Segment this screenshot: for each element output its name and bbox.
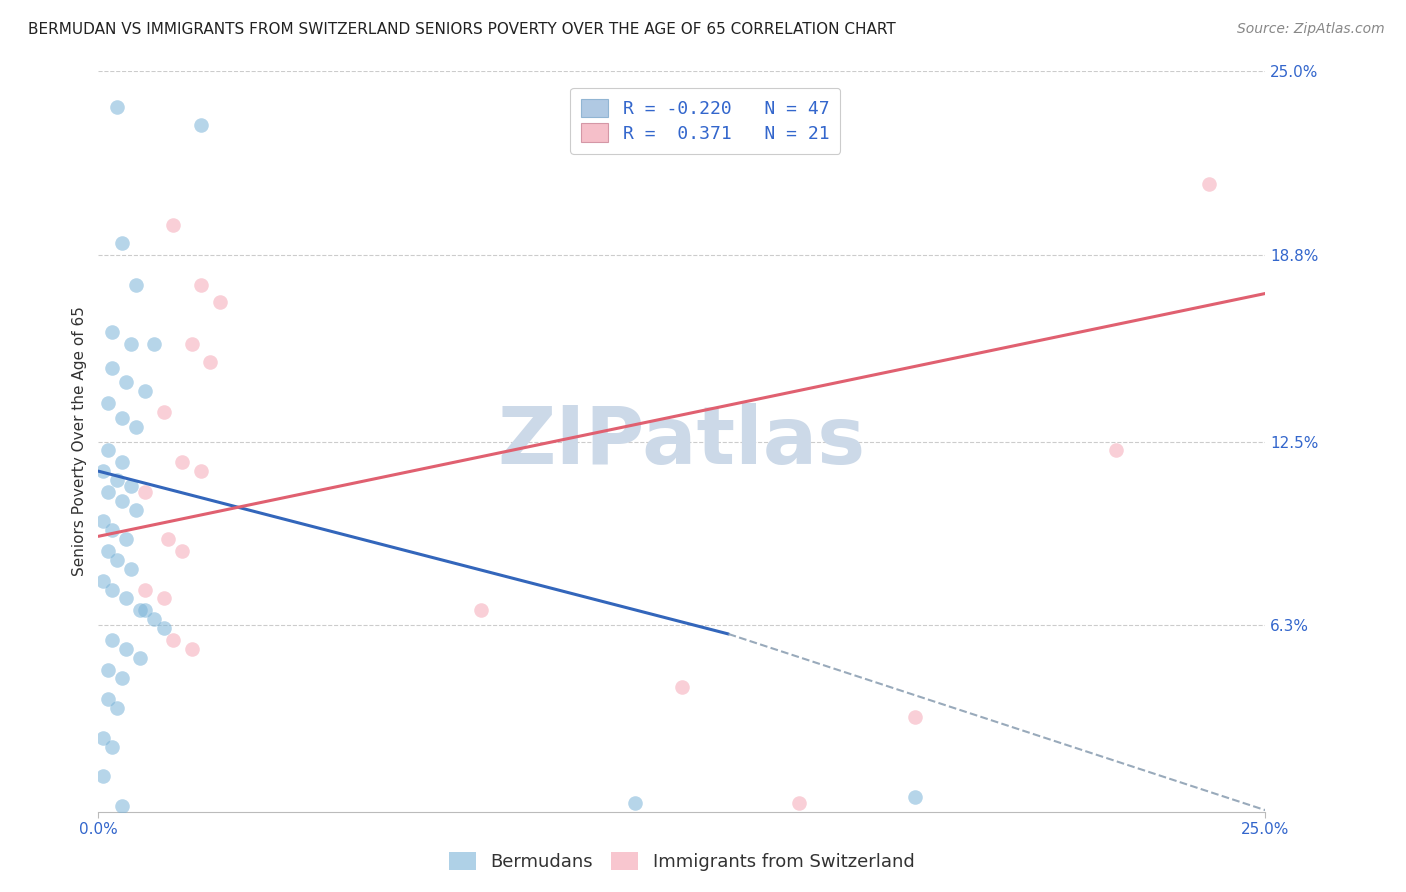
Point [125,502,148,516]
Point [125,277,148,292]
Point [111,493,134,508]
Point [134,582,156,597]
Point [105,553,128,567]
Point [180,641,202,656]
Point [97,663,120,677]
Point [111,236,134,251]
Point [134,384,156,399]
Point [101,632,124,647]
Point [162,632,184,647]
Point [115,641,138,656]
Point [904,789,927,804]
Point [180,336,202,351]
Point [120,562,142,576]
Point [101,360,124,375]
Point [152,591,174,606]
Point [101,582,124,597]
Point [120,479,142,493]
Point [208,295,231,310]
Point [125,419,148,434]
Point [143,336,166,351]
Point [105,100,128,114]
Point [111,672,134,686]
Point [152,621,174,635]
Point [162,219,184,233]
Point [671,681,693,695]
Point [105,701,128,715]
Y-axis label: Seniors Poverty Over the Age of 65: Seniors Poverty Over the Age of 65 [72,307,87,576]
Point [97,396,120,410]
Point [1105,443,1128,458]
Point [91,731,114,745]
Point [200,354,222,368]
Point [115,591,138,606]
Point [787,796,810,810]
Point [624,796,647,810]
Point [172,455,194,469]
Point [129,603,152,617]
Point [111,410,134,425]
Point [134,484,156,499]
Point [91,769,114,783]
Text: ZIPatlas: ZIPatlas [498,402,866,481]
Point [470,603,492,617]
Point [101,739,124,754]
Point [134,603,156,617]
Point [111,798,134,813]
Text: Source: ZipAtlas.com: Source: ZipAtlas.com [1237,22,1385,37]
Point [91,574,114,588]
Point [111,455,134,469]
Point [101,325,124,339]
Point [129,650,152,665]
Point [190,464,212,478]
Text: BERMUDAN VS IMMIGRANTS FROM SWITZERLAND SENIORS POVERTY OVER THE AGE OF 65 CORRE: BERMUDAN VS IMMIGRANTS FROM SWITZERLAND … [28,22,896,37]
Point [120,336,142,351]
Point [143,612,166,626]
Point [97,443,120,458]
Point [172,544,194,558]
Point [91,464,114,478]
Legend: R = -0.220   N = 47, R =  0.371   N = 21: R = -0.220 N = 47, R = 0.371 N = 21 [571,87,841,153]
Point [190,118,212,132]
Point [105,473,128,487]
Point [97,484,120,499]
Point [91,515,114,529]
Point [190,277,212,292]
Point [101,524,124,538]
Point [152,405,174,419]
Point [1198,177,1220,191]
Point [115,376,138,390]
Point [157,533,180,547]
Point [97,692,120,706]
Point [904,710,927,724]
Point [97,544,120,558]
Legend: Bermudans, Immigrants from Switzerland: Bermudans, Immigrants from Switzerland [441,845,922,879]
Point [115,533,138,547]
